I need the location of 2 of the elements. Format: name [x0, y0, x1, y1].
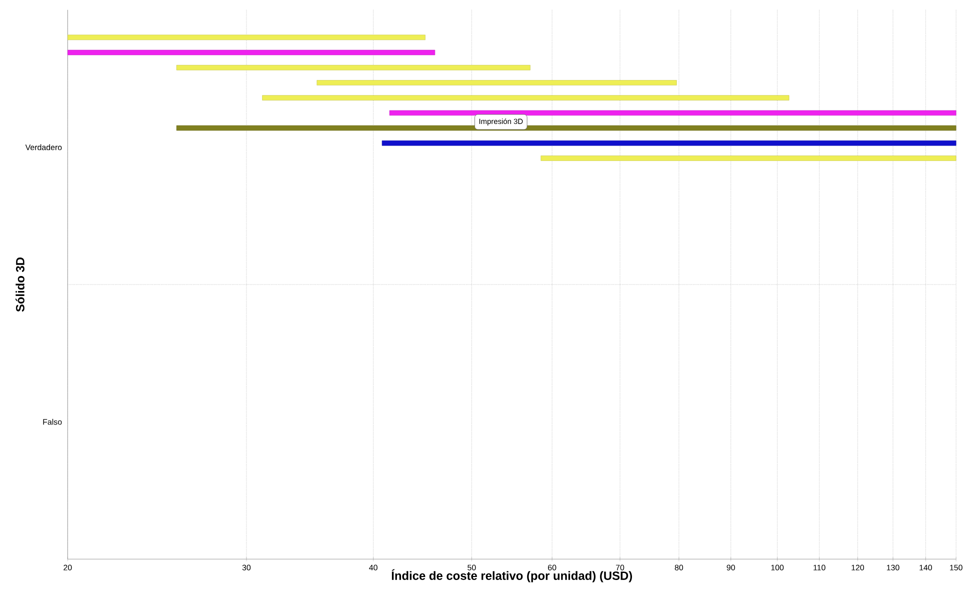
- x-axis-title: Índice de coste relativo (por unidad) (USD): [392, 569, 632, 582]
- y-axis-title: Sólido 3D: [16, 258, 24, 312]
